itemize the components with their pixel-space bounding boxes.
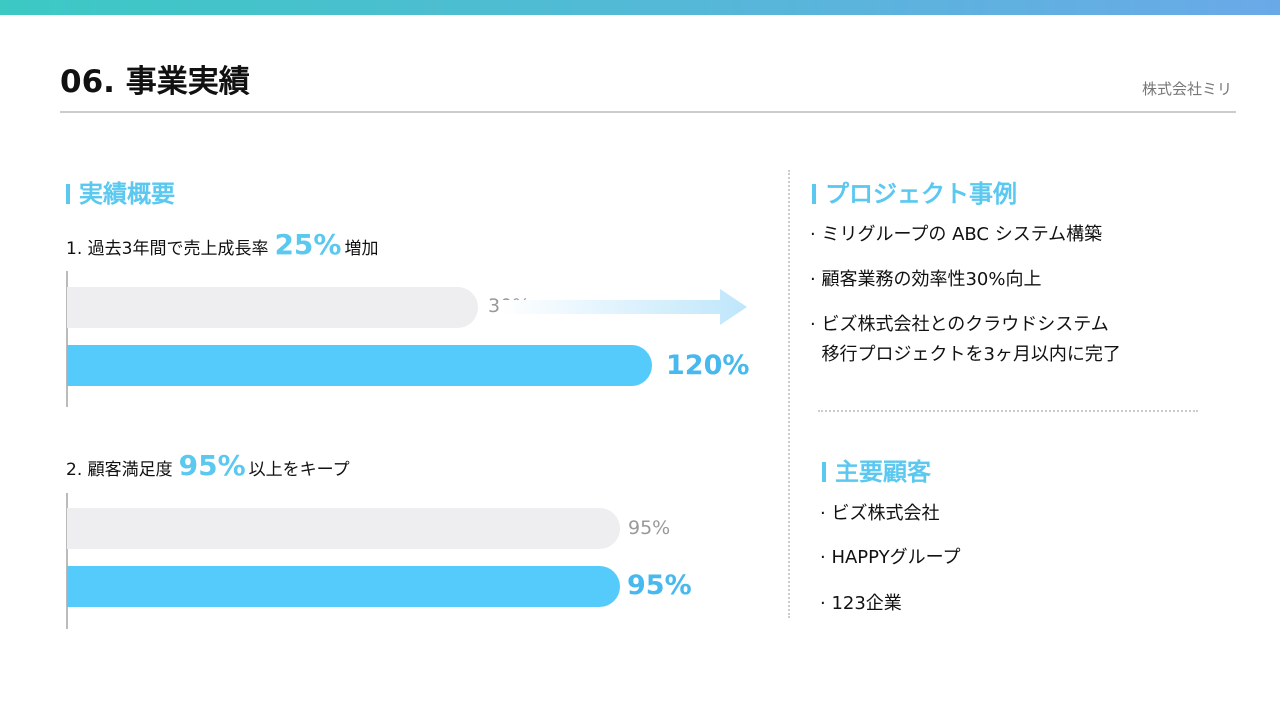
bar (67, 345, 652, 386)
bar (67, 287, 478, 328)
text: 以上をキープ (248, 460, 350, 480)
top-bar (0, 0, 1280, 15)
axis-line (66, 271, 68, 407)
separator (818, 410, 1198, 412)
arrow (500, 289, 747, 325)
list-item: · 顧客業務の効率性30%向上 (810, 269, 1042, 290)
divider (788, 170, 790, 618)
list-item: · 123企業 (820, 593, 902, 614)
list-item: · ビズ株式会社 (820, 503, 940, 524)
item-text: 1. 過去3年間で売上成長率 25% 増加 (66, 228, 378, 261)
text: 増加 (344, 239, 379, 259)
text: 1. 過去3年間で売上成長率 (66, 239, 269, 259)
bar (67, 508, 620, 549)
rule (60, 111, 1236, 113)
bar-label: 120% (666, 350, 750, 381)
list-item: · HAPPYグループ (820, 547, 961, 568)
bar-label: 95% (627, 570, 692, 601)
text: 2. 顧客満足度 (66, 460, 173, 480)
highlight: 25% (274, 228, 342, 261)
heading: プロジェクト事例 (812, 174, 1017, 209)
bar (67, 566, 620, 607)
highlight: 95% (178, 449, 246, 482)
list-item: · ビズ株式会社とのクラウドシステム 移行プロジェクトを3ヶ月以内に完了 (810, 314, 1121, 365)
axis-line (66, 493, 68, 629)
list-item: · ミリグループの ABC システム構築 (810, 224, 1103, 245)
heading: 実績概要 (66, 174, 175, 209)
bar-label: 95% (628, 517, 671, 539)
heading: 主要顧客 (822, 452, 931, 487)
title: 06. 事業実績 (60, 64, 250, 100)
company: 株式会社ミリ (1141, 80, 1232, 98)
item-text: 2. 顧客満足度 95% 以上をキープ (66, 449, 350, 482)
